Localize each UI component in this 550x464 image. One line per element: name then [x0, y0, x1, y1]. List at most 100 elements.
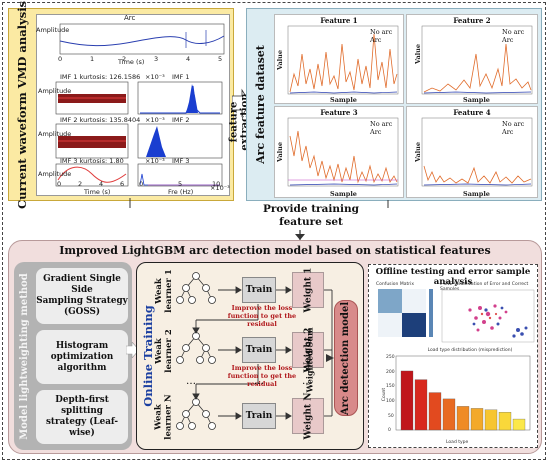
feature-1-legend: No arc Arc: [370, 28, 393, 44]
weak-learner-2: Weak learner 2: [154, 329, 174, 373]
feature-3-chart: [274, 106, 404, 198]
weighted-sum-arrow: [326, 354, 334, 362]
tick: 2: [78, 180, 83, 188]
improve-loss-label-1: Improve the loss function to get the resid…: [227, 304, 297, 328]
feature-2-chart: [406, 14, 538, 104]
tick: 2: [122, 55, 127, 63]
feature-1-ylabel: Value: [276, 50, 284, 70]
weighted-sum-label: Weighted Sum: [305, 327, 315, 393]
improve-loss-label-2: Improve the loss function to get the resid…: [227, 364, 297, 388]
weak-learner-n: Weak learner N: [154, 394, 175, 440]
load-bar-4: [442, 398, 456, 431]
weight-box-1: Weight 1: [292, 268, 324, 312]
vmd-plots: [55, 23, 225, 187]
tick: 4: [99, 180, 104, 188]
feature-2-legend: No arc Arc: [502, 28, 525, 44]
feature-3-legend: No arc Arc: [370, 120, 393, 136]
weight-box-n: Weight N: [292, 393, 324, 439]
imf1-amplitude-label: Amplitude: [38, 87, 72, 95]
tick: 10: [212, 180, 221, 188]
tick: 0: [57, 180, 62, 188]
tick: 3: [154, 55, 159, 63]
lightgbm-title: Improved LightGBM arc detection model ba…: [59, 244, 491, 257]
imf3-freq-title: IMF 3: [172, 157, 190, 165]
vmd-bottom-freq-label: Fre (Hz): [168, 188, 194, 196]
load-bar-8: [498, 411, 512, 431]
imf2-freq-title: IMF 2: [172, 116, 190, 124]
load-chart-title: Load type distribution (misprediction): [427, 348, 513, 353]
feature-4-xlabel: Sample: [463, 190, 490, 198]
imf1-kurtosis: IMF 1 kurtosis: 126.1586: [60, 73, 141, 81]
dataset-label: Arc feature dataset: [253, 44, 267, 164]
tick: 1: [90, 55, 95, 63]
tick: 5: [218, 55, 223, 63]
feature-4-legend: No arc Arc: [502, 120, 525, 136]
feature-1-xlabel: Sample: [330, 96, 357, 104]
feature-4-title: Feature 4: [453, 108, 491, 117]
weight-box-2: Weight 2: [292, 328, 324, 372]
load-bar-1: [400, 370, 414, 431]
lightweighting-arrow: [126, 342, 140, 358]
vmd-label: Current waveform VMD analysis: [15, 0, 29, 209]
load-bar-3: [428, 392, 442, 431]
confusion-matrix: [378, 289, 433, 337]
tick: 0: [58, 55, 63, 63]
load-ytick: 50: [388, 414, 394, 419]
feature-3-ylabel: Value: [276, 142, 284, 162]
tick: 5: [178, 180, 183, 188]
load-bar-6: [470, 408, 484, 431]
feature-4-chart: [406, 106, 538, 198]
feature-2-ylabel: Value: [414, 44, 422, 64]
load-ytick: 150: [386, 384, 395, 389]
train-box-1: Train: [242, 277, 276, 303]
tsne-title: t-SNE Visualization of Error and Correct…: [440, 282, 529, 292]
provide-training-label: Provide training feature set: [263, 203, 359, 228]
load-chart-xlabel: Load type: [446, 440, 469, 445]
feature-1-title: Feature 1: [320, 16, 358, 25]
histogram-box: Histogram optimization algorithm: [36, 330, 128, 384]
tick: 6: [120, 180, 125, 188]
weak-learner-1: Weak learner 1: [154, 269, 174, 313]
arc-plot-title: Arc: [124, 14, 136, 22]
leafwise-box: Depth-first splitting strategy (Leaf-wise…: [36, 390, 128, 444]
provide-training-arrows: [129, 198, 389, 240]
load-bar-5: [456, 406, 470, 431]
goss-box: Gradient Single Side Sampling Strategy (GO…: [36, 268, 128, 324]
load-ytick: 0: [388, 428, 391, 433]
feature-2-xlabel: Sample: [463, 96, 490, 104]
arc-time-label: Time (s): [118, 58, 145, 66]
offline-title: Offline testing and error sample analysi…: [375, 267, 531, 287]
outer-frame: [2, 2, 546, 460]
ellipsis-1: …: [186, 376, 196, 387]
tick: 4: [186, 55, 191, 63]
vmd-bottom-time-label: Time (s): [84, 188, 111, 196]
feature-1-chart: [274, 14, 404, 104]
arc-detection-model-box: Arc detection model: [334, 300, 358, 416]
imf3-amplitude-label: Amplitude: [38, 170, 72, 178]
load-ytick: 100: [386, 399, 395, 404]
imf3-freq-exp: ×10⁻³: [145, 157, 165, 165]
online-training-diagram: [176, 272, 333, 430]
tick: 0: [139, 180, 144, 188]
imf2-kurtosis: IMF 2 kurtosis: 135.8404: [60, 116, 141, 124]
train-box-n: Train: [242, 403, 276, 429]
imf1-freq-title: IMF 1: [172, 73, 190, 81]
vmd-bottom-freq-exp: ×10⁻³: [210, 184, 230, 192]
imf1-freq-exp: ×10⁻³: [145, 73, 165, 81]
load-ytick: 250: [386, 355, 395, 360]
feature-3-xlabel: Sample: [330, 190, 357, 198]
feature-4-ylabel: Value: [414, 142, 422, 162]
feature-1-plot: [287, 25, 399, 95]
load-ytick: 200: [386, 370, 395, 375]
model-lightweighting-label: Model lightweighting method: [18, 272, 30, 440]
train-box-2: Train: [242, 337, 276, 363]
load-bar-7: [484, 409, 498, 431]
feature-3-plot: [287, 117, 399, 187]
load-type-bar-chart: [395, 355, 531, 431]
imf3-kurtosis: IMF 3 kurtosis: 1.80: [60, 157, 124, 165]
imf2-amplitude-label: Amplitude: [38, 130, 72, 138]
arc-amplitude-label: Amplitude: [36, 26, 70, 34]
tsne-scatter: [441, 289, 535, 343]
feature-4-plot: [421, 117, 533, 187]
load-bar-9: [512, 418, 526, 431]
